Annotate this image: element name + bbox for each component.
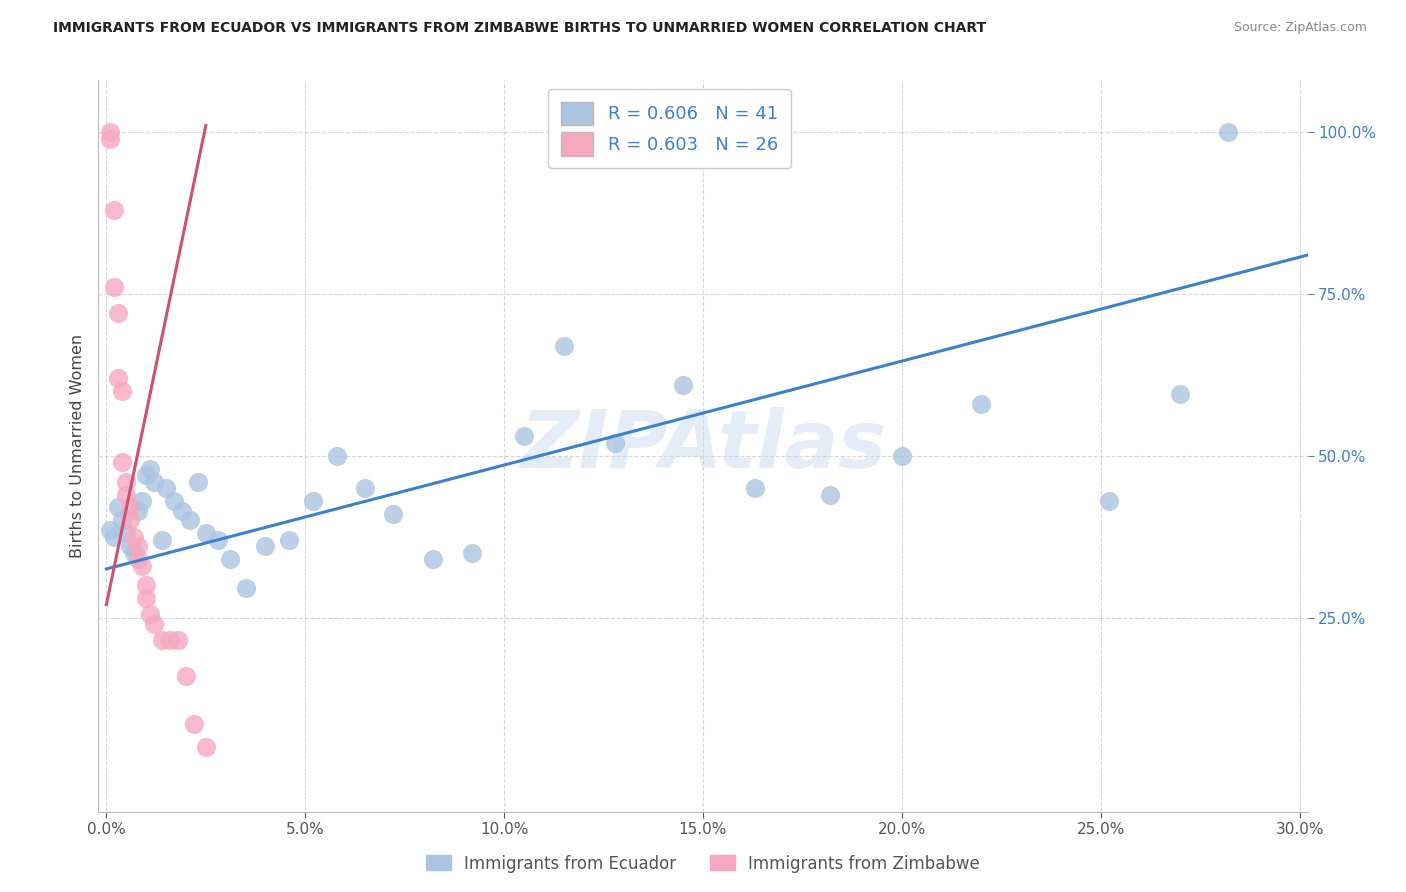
Point bbox=[326, 449, 349, 463]
Point bbox=[139, 607, 162, 622]
Point bbox=[194, 739, 217, 754]
Point bbox=[150, 633, 173, 648]
Point bbox=[461, 546, 484, 560]
Point bbox=[107, 371, 129, 385]
Point bbox=[155, 481, 177, 495]
Y-axis label: Births to Unmarried Women: Births to Unmarried Women bbox=[69, 334, 84, 558]
Point bbox=[131, 558, 153, 573]
Point bbox=[890, 449, 912, 463]
Point bbox=[1098, 494, 1121, 508]
Point bbox=[820, 487, 842, 501]
Point bbox=[111, 455, 134, 469]
Point bbox=[111, 384, 134, 398]
Point bbox=[970, 397, 993, 411]
Point bbox=[170, 504, 193, 518]
Legend: Immigrants from Ecuador, Immigrants from Zimbabwe: Immigrants from Ecuador, Immigrants from… bbox=[419, 848, 987, 880]
Point bbox=[135, 578, 157, 592]
Text: ZIPAtlas: ZIPAtlas bbox=[520, 407, 886, 485]
Point bbox=[1168, 387, 1191, 401]
Point bbox=[98, 125, 121, 139]
Point bbox=[179, 513, 201, 527]
Point bbox=[107, 306, 129, 320]
Point bbox=[122, 530, 145, 544]
Point bbox=[107, 500, 129, 515]
Point bbox=[513, 429, 536, 443]
Point bbox=[278, 533, 301, 547]
Point bbox=[163, 494, 186, 508]
Point bbox=[553, 339, 575, 353]
Point bbox=[143, 617, 166, 632]
Text: Source: ZipAtlas.com: Source: ZipAtlas.com bbox=[1233, 21, 1367, 35]
Point bbox=[131, 494, 153, 508]
Point bbox=[381, 507, 404, 521]
Point bbox=[422, 552, 444, 566]
Point bbox=[1216, 125, 1239, 139]
Point bbox=[115, 475, 138, 489]
Point bbox=[115, 526, 138, 541]
Point bbox=[120, 539, 142, 553]
Point bbox=[744, 481, 766, 495]
Point bbox=[218, 552, 240, 566]
Text: IMMIGRANTS FROM ECUADOR VS IMMIGRANTS FROM ZIMBABWE BIRTHS TO UNMARRIED WOMEN CO: IMMIGRANTS FROM ECUADOR VS IMMIGRANTS FR… bbox=[53, 21, 987, 36]
Point bbox=[115, 487, 138, 501]
Point bbox=[235, 582, 257, 596]
Point bbox=[122, 546, 145, 560]
Point bbox=[354, 481, 377, 495]
Point bbox=[135, 468, 157, 483]
Point bbox=[98, 523, 121, 537]
Legend: R = 0.606   N = 41, R = 0.603   N = 26: R = 0.606 N = 41, R = 0.603 N = 26 bbox=[548, 89, 790, 169]
Point bbox=[135, 591, 157, 606]
Point bbox=[98, 131, 121, 145]
Point bbox=[120, 513, 142, 527]
Point bbox=[605, 435, 627, 450]
Point bbox=[159, 633, 181, 648]
Point bbox=[127, 552, 149, 566]
Point bbox=[127, 539, 149, 553]
Point bbox=[111, 513, 134, 527]
Point bbox=[174, 669, 197, 683]
Point bbox=[139, 461, 162, 475]
Point bbox=[207, 533, 229, 547]
Point bbox=[103, 280, 125, 294]
Point bbox=[143, 475, 166, 489]
Point bbox=[167, 633, 190, 648]
Point bbox=[302, 494, 325, 508]
Point bbox=[254, 539, 277, 553]
Point bbox=[120, 500, 142, 515]
Point bbox=[194, 526, 217, 541]
Point bbox=[103, 530, 125, 544]
Point bbox=[127, 504, 149, 518]
Point bbox=[672, 377, 695, 392]
Point bbox=[183, 717, 205, 731]
Point bbox=[150, 533, 173, 547]
Point bbox=[103, 202, 125, 217]
Point bbox=[187, 475, 209, 489]
